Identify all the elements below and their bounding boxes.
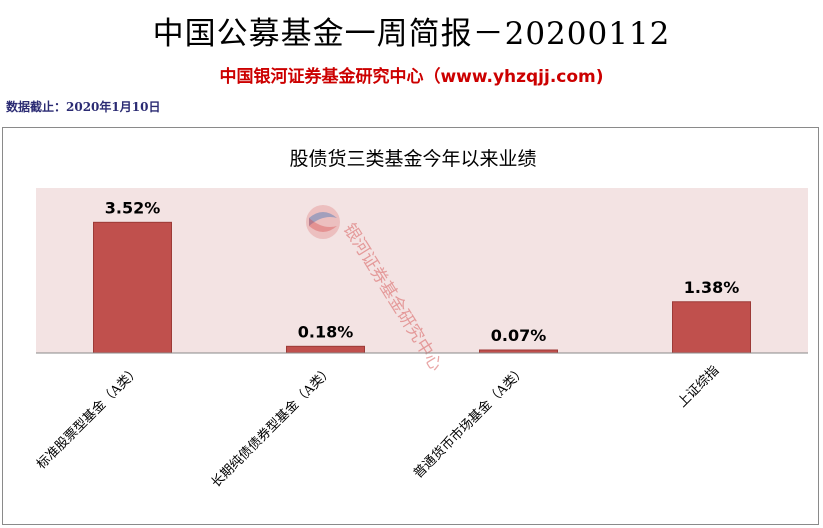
data-label-1: 0.18%: [298, 322, 354, 341]
page-title: 中国公募基金一周简报－20200112: [152, 16, 671, 52]
data-label-0: 3.52%: [105, 198, 161, 217]
bar-chart: 股债货三类基金今年以来业绩 银河证券基金研究中心 3.52%标准股票型基金（A类…: [33, 148, 808, 491]
data-as-of-date: 数据截止：2020年1月10日: [6, 100, 161, 114]
chart-container: 股债货三类基金今年以来业绩 银河证券基金研究中心 3.52% 标准股票型基金（A类…: [2, 127, 819, 525]
bar-0: [93, 221, 172, 354]
chart-title: 股债货三类基金今年以来业绩: [289, 148, 536, 170]
bar-1: [286, 345, 365, 354]
page-subtitle: 中国银河证券基金研究中心（www.yhzqjj.com): [219, 67, 604, 87]
category-label-0: 标准股票型基金（A类）: [33, 363, 143, 473]
category-label-1: 长期纯债债券型基金（A类）: [208, 363, 336, 491]
category-label-3: 上证综指: [675, 363, 722, 410]
data-label-3: 1.38%: [684, 278, 740, 297]
bar-3: [672, 301, 751, 354]
data-label-2: 0.07%: [491, 326, 547, 345]
galaxy-logo-icon: [306, 205, 340, 239]
category-label-2: 普通货币市场基金（A类）: [410, 363, 529, 482]
